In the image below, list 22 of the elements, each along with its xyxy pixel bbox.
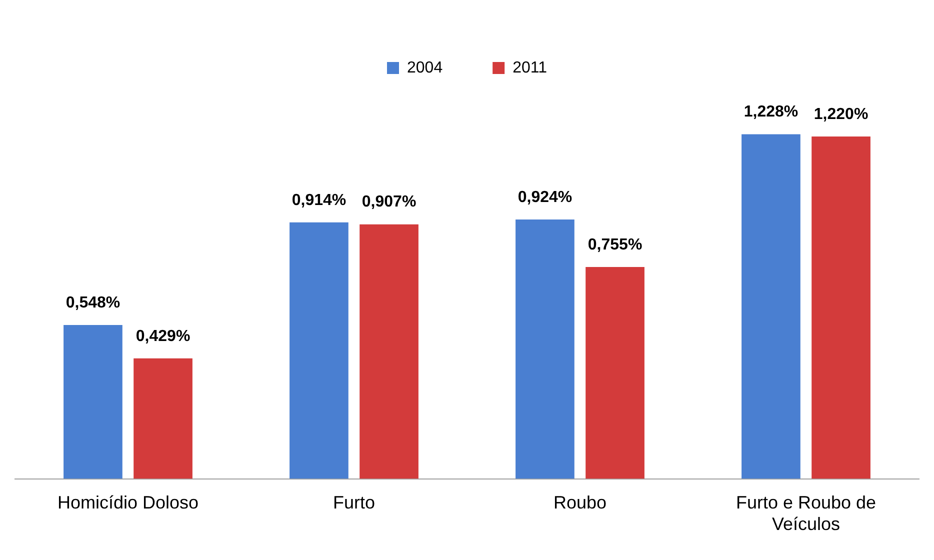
data-label: 1,220% (814, 106, 868, 123)
data-label: 1,228% (744, 104, 798, 121)
bar (742, 134, 800, 479)
legend-label: 2011 (512, 59, 548, 76)
x-tick-label: Roubo (553, 492, 607, 513)
bar (516, 220, 574, 479)
x-tick-label: Homicídio Doloso (57, 492, 199, 513)
bar (290, 222, 348, 479)
bar (812, 136, 870, 479)
data-label: 0,548% (66, 294, 120, 312)
bar (134, 358, 192, 479)
x-tick-label: Furto e Roubo de Veículos (736, 492, 876, 534)
legend-label: 2004 (407, 59, 443, 76)
data-label: 0,924% (518, 188, 572, 206)
data-label: 0,914% (292, 192, 346, 209)
bar (64, 325, 122, 479)
data-label: 0,907% (362, 194, 416, 211)
x-tick-label: Furto (332, 492, 376, 513)
data-label: 0,755% (588, 236, 642, 254)
bar (586, 266, 644, 479)
bar (360, 224, 418, 479)
data-label: 0,429% (136, 328, 190, 345)
